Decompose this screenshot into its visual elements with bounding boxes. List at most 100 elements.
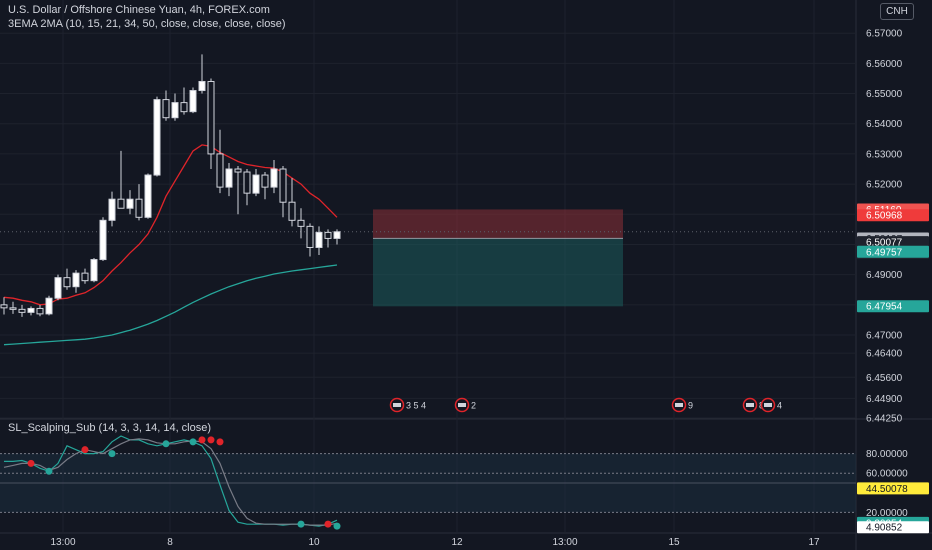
price-label: 6.47954 (857, 300, 929, 313)
candle-body-down (18, 308, 26, 313)
candle (315, 226, 323, 256)
candle-body-up (225, 168, 233, 188)
oscillator-pane (0, 435, 856, 530)
price-tick-label: 6.45600 (866, 373, 903, 384)
candle (234, 165, 242, 215)
signal-dot (297, 520, 305, 528)
candle (90, 258, 98, 283)
candle-body-up (126, 198, 134, 209)
candle (198, 54, 206, 94)
indicator-legend: 3EMA 2MA (10, 15, 21, 34, 50, close, clo… (8, 18, 286, 30)
candle-body-down (0, 304, 8, 309)
oscillator-label-box (857, 482, 929, 495)
candle-body-up (99, 219, 107, 261)
candle (18, 304, 26, 317)
currency-badge[interactable]: CNH (880, 3, 914, 20)
oscillator-line-d (3, 438, 338, 526)
candle (279, 165, 287, 218)
candle (207, 78, 215, 170)
candle (99, 217, 107, 262)
event-flag[interactable]: 2 (454, 397, 477, 413)
signal-dot (207, 436, 215, 444)
candle (270, 159, 278, 194)
event-flag[interactable]: 4 (760, 397, 783, 413)
candle-body-down (306, 225, 314, 248)
event-flags[interactable]: 3 5 42984 (389, 397, 783, 413)
candle (171, 93, 179, 121)
signal-dot (162, 440, 170, 448)
oscillator-legend: SL_Scalping_Sub (14, 3, 3, 14, 14, close… (8, 422, 212, 434)
price-tick-label: 6.46400 (866, 349, 903, 360)
oscillator-label-text: 44.50078 (866, 484, 908, 495)
price-label-text: 6.49757 (866, 247, 903, 258)
candle (27, 306, 35, 316)
candle (324, 229, 332, 248)
signal-dot (81, 446, 89, 454)
candle (0, 297, 8, 315)
candle (108, 191, 116, 227)
candle (36, 304, 44, 317)
candle-body-down (180, 102, 188, 113)
candle (180, 87, 188, 115)
signal-dot (216, 438, 224, 446)
candle-body-up (315, 231, 323, 248)
time-tick-label: 8 (167, 537, 173, 548)
signal-dot (108, 450, 116, 458)
candle (297, 208, 305, 239)
price-label: 6.49757 (857, 245, 929, 258)
flag-label: 9 (688, 401, 693, 411)
oscillator-label-text: 4.90852 (866, 523, 903, 534)
candle-body-up (270, 168, 278, 188)
candle-body-up (144, 174, 152, 218)
flag-label: 2 (471, 401, 476, 411)
candle-body-down (261, 174, 269, 188)
candle-body-up (54, 277, 62, 299)
chart-title: U.S. Dollar / Offshore Chinese Yuan, 4h,… (8, 4, 270, 16)
signal-dot (45, 467, 53, 475)
event-flag[interactable]: 9 (671, 397, 694, 413)
price-label-box (857, 236, 929, 249)
candle (117, 150, 125, 209)
oscillator-line-k (4, 435, 338, 527)
candle-body-down (81, 272, 89, 282)
signal-dot (198, 436, 206, 444)
price-tick-label: 6.52000 (866, 180, 903, 191)
candle (288, 178, 296, 227)
stop-zone (373, 209, 623, 239)
price-label-box (857, 245, 929, 258)
flag-icon-mark (675, 403, 683, 407)
candle (189, 87, 197, 114)
signal-dot (333, 522, 341, 530)
event-flag[interactable]: 3 5 4 (389, 397, 427, 413)
candle (333, 229, 341, 245)
price-label-box (857, 209, 929, 222)
price-tick-label: 6.54000 (866, 119, 903, 130)
candle (162, 90, 170, 121)
flag-icon-mark (393, 403, 401, 407)
time-tick-label: 13:00 (552, 537, 577, 548)
candle-body-up (153, 99, 161, 176)
price-tick-label: 6.53000 (866, 149, 903, 160)
candle-body-up (171, 102, 179, 119)
oscillator-tick-label: 60.00000 (866, 469, 908, 480)
candle (252, 169, 260, 197)
candle-body-down (324, 231, 332, 239)
candle-body-up (198, 80, 206, 92)
flag-icon-mark (764, 403, 772, 407)
candle-body-down (117, 198, 125, 209)
candle (45, 295, 53, 316)
oscillator-label-box (857, 521, 929, 534)
candle-body-down (297, 219, 305, 227)
candle-body-up (27, 307, 35, 313)
price-tick-label: 6.49000 (866, 270, 903, 281)
candle-body-down (9, 307, 17, 310)
oscillator-tick-label: 80.00000 (866, 449, 908, 460)
time-tick-label: 13:00 (50, 537, 75, 548)
price-tick-label: 6.57000 (866, 29, 903, 40)
flag-icon-mark (458, 403, 466, 407)
position-tool[interactable] (0, 209, 856, 307)
candle-body-down (279, 168, 287, 203)
price-tick-label: 6.55000 (866, 89, 903, 100)
oscillator-value-label: 4.90852 (857, 521, 929, 534)
